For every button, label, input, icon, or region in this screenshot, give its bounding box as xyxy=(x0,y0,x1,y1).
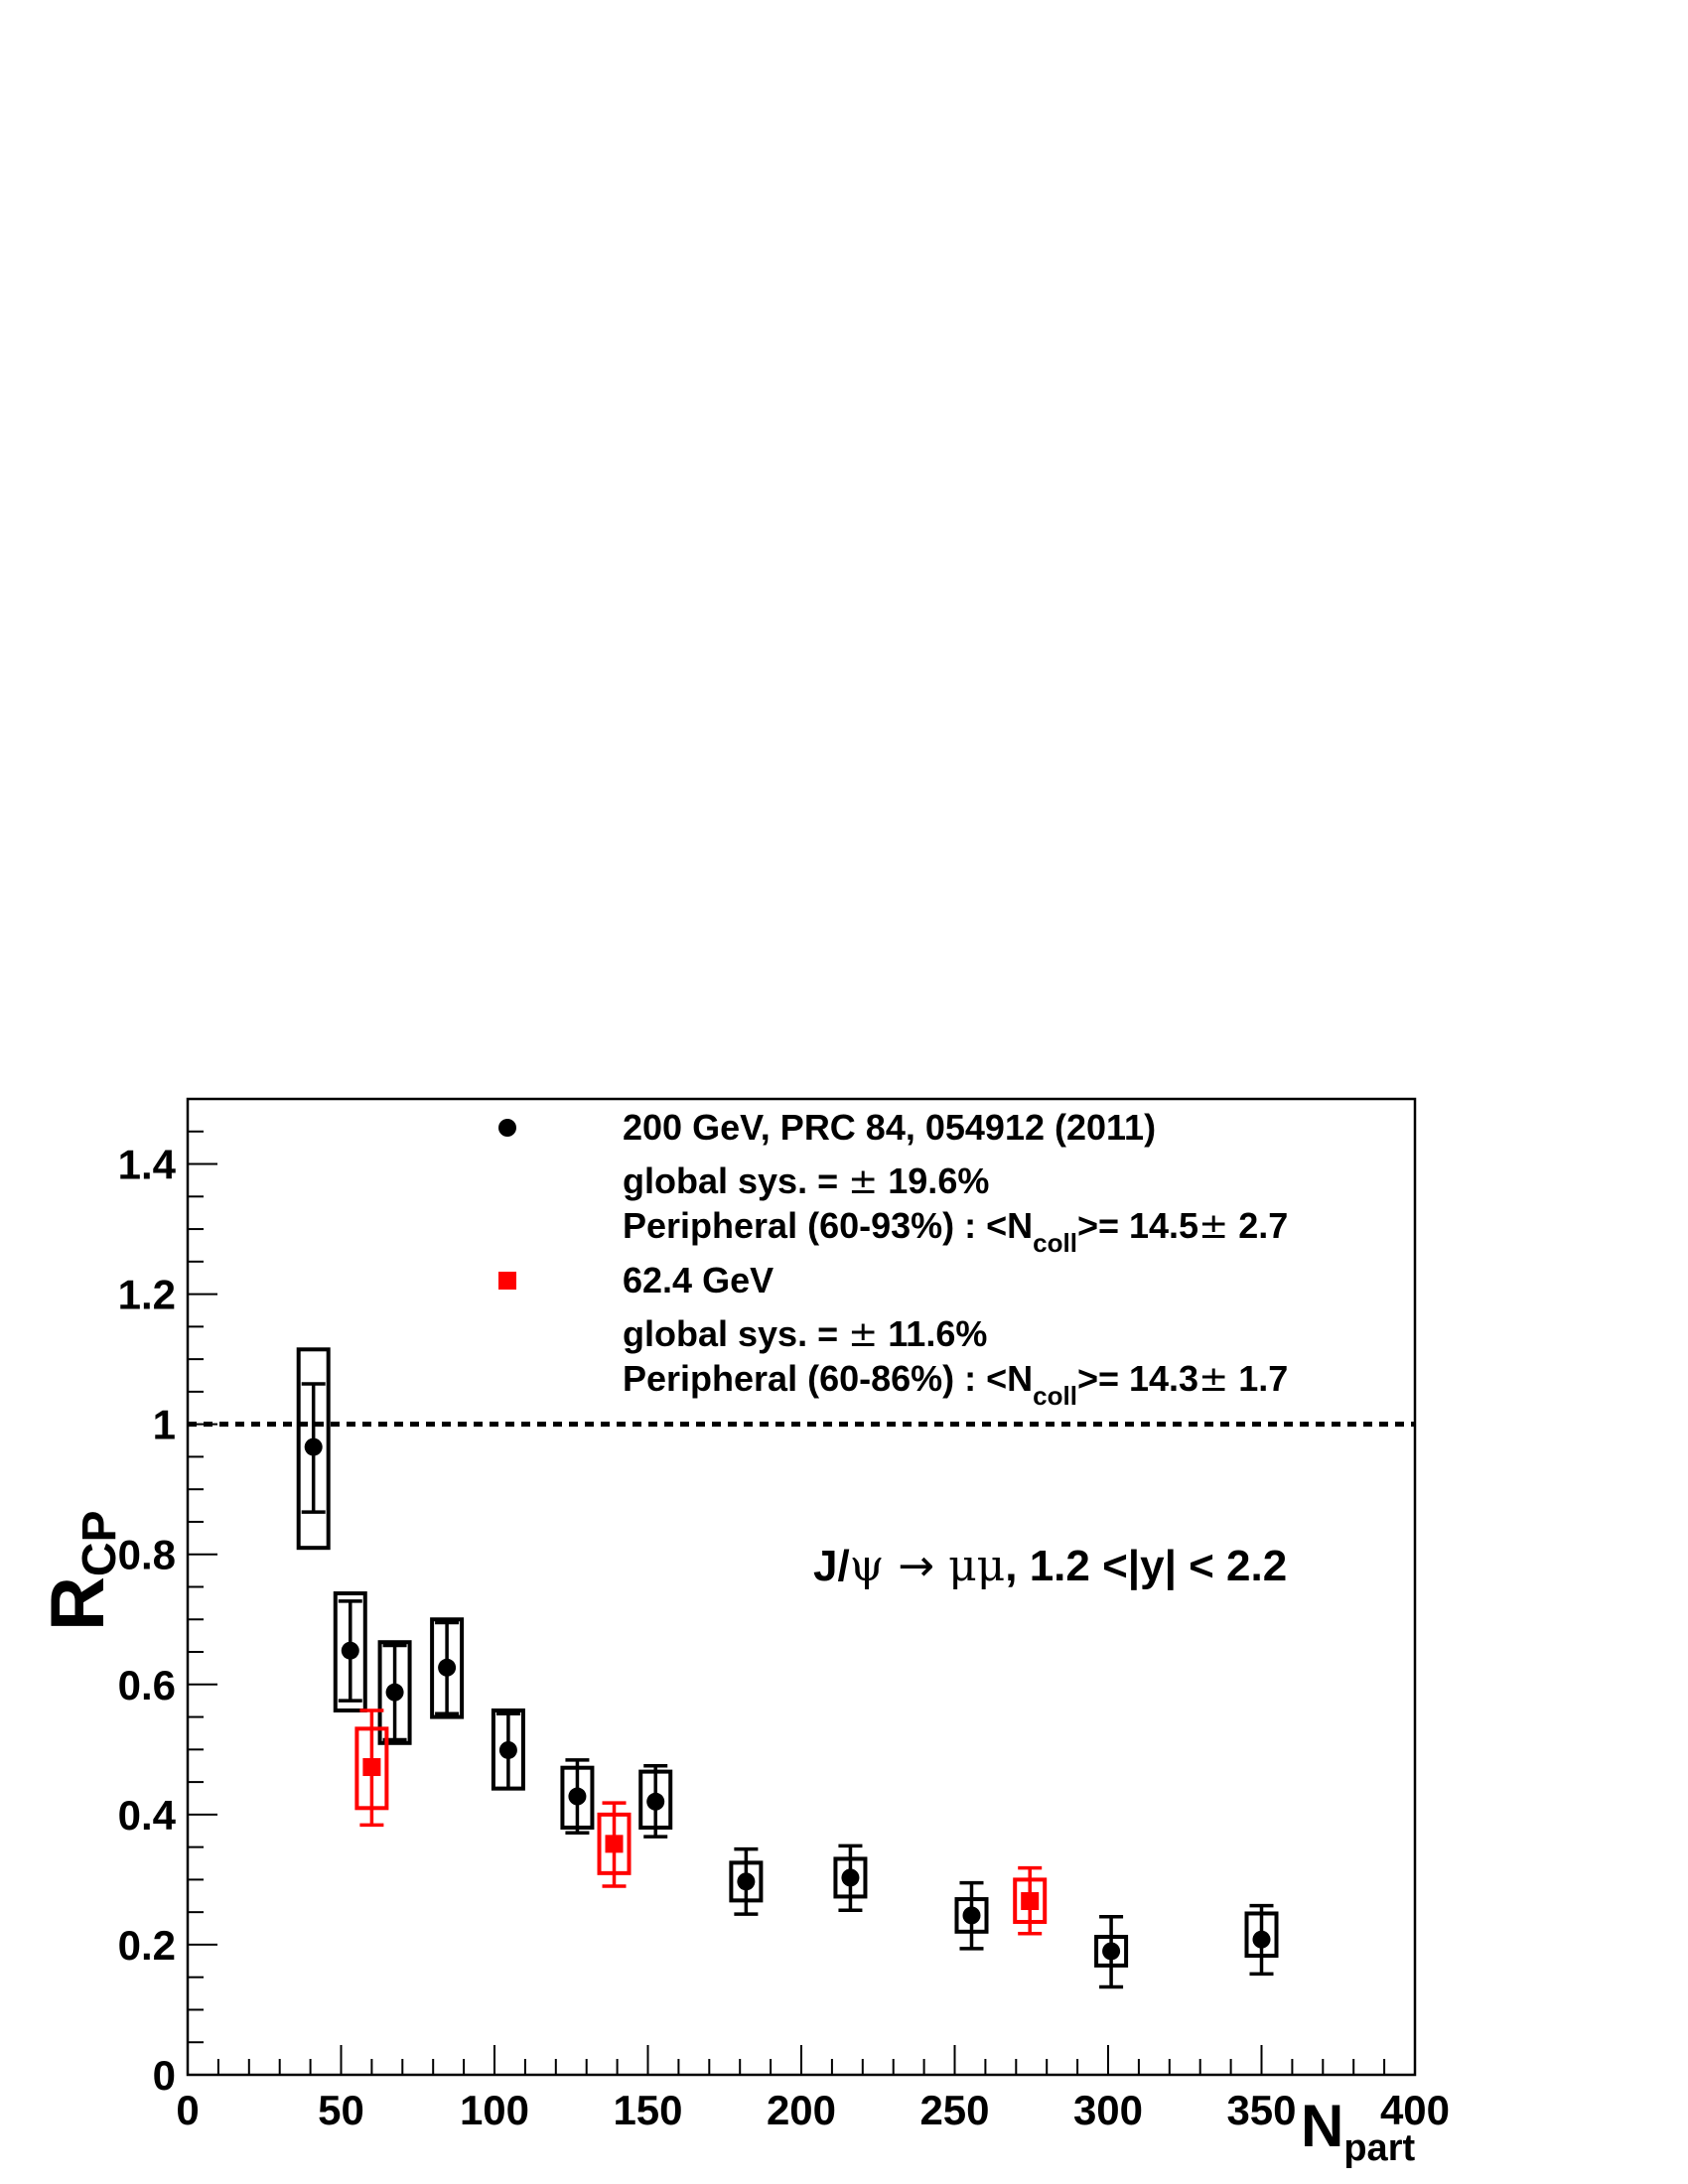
legend-symbol: ± xyxy=(848,1161,878,1202)
legend-peripheral: Peripheral (60-86%) : <Ncoll>= 14.3± 1.7 xyxy=(623,1358,1288,1411)
systematic-box xyxy=(296,1347,331,1551)
data-point xyxy=(385,1683,404,1702)
legend-text-part: >= 14.5 xyxy=(1077,1205,1198,1246)
legend-global-sys: global sys. = ± 19.6% xyxy=(623,1160,989,1202)
legend-text-part: 19.6% xyxy=(878,1160,989,1201)
data-layer xyxy=(296,1347,1279,1989)
x-axis-title-sub: part xyxy=(1343,2127,1415,2169)
annotation-symbol: μμ xyxy=(948,1541,1005,1591)
data-point xyxy=(646,1792,665,1811)
annotation-text: J/ψ → μμ, 1.2 <|y| < 2.2 xyxy=(813,1541,1287,1591)
x-tick-label: 250 xyxy=(919,2087,989,2133)
annotation-part: , 1.2 <|y| < 2.2 xyxy=(1005,1542,1287,1591)
legend-text-part: global sys. = xyxy=(623,1160,848,1201)
y-axis-title-main: R xyxy=(36,1576,120,1631)
x-tick-label: 300 xyxy=(1073,2087,1143,2133)
legend-symbol: ± xyxy=(1198,1359,1228,1400)
annotation-part: J/ xyxy=(813,1542,850,1590)
x-tick-label: 350 xyxy=(1226,2087,1296,2133)
legend: 200 GeV, PRC 84, 054912 (2011) global sys… xyxy=(498,1107,1288,1411)
legend-subscript: coll xyxy=(1033,1381,1077,1411)
systematic-box xyxy=(430,1617,465,1719)
x-tick-label: 100 xyxy=(460,2087,529,2133)
legend-subscript: coll xyxy=(1033,1228,1077,1258)
data-point xyxy=(737,1872,756,1891)
data-point xyxy=(1021,1892,1040,1911)
y-tick-label: 0.4 xyxy=(118,1792,177,1839)
legend-symbol: ± xyxy=(848,1314,878,1355)
x-axis-title: Npart xyxy=(1301,2093,1415,2169)
legend-text-part: Peripheral (60-93%) : <N xyxy=(623,1205,1033,1246)
y-tick-label: 1.2 xyxy=(118,1272,176,1318)
data-point xyxy=(498,1740,517,1759)
annotation-symbol: → xyxy=(884,1541,948,1591)
legend-marker xyxy=(498,1272,516,1290)
data-point xyxy=(1252,1930,1271,1949)
data-point xyxy=(568,1787,587,1806)
y-axis-title: RCP xyxy=(36,1510,126,1631)
legend-text-part: Peripheral (60-86%) : <N xyxy=(623,1358,1033,1399)
series-62gev xyxy=(354,1708,1048,1936)
y-tick-label: 1.4 xyxy=(118,1142,177,1188)
legend-entry-name: 200 GeV, PRC 84, 054912 (2011) xyxy=(623,1107,1156,1148)
legend-text-part: 1.7 xyxy=(1228,1358,1288,1399)
data-point xyxy=(362,1758,381,1777)
legend-entry-name: 62.4 GeV xyxy=(623,1260,774,1300)
systematic-box xyxy=(333,1591,367,1713)
y-tick-label: 0.2 xyxy=(118,1922,176,1969)
series-200gev xyxy=(296,1347,1279,1989)
legend-text-part: 2.7 xyxy=(1228,1205,1288,1246)
axis-titles: Npart RCP xyxy=(36,1510,1415,2169)
x-tick-label: 200 xyxy=(767,2087,836,2133)
x-axis-title-main: N xyxy=(1301,2093,1343,2159)
y-axis-title-sub: CP xyxy=(73,1510,126,1576)
data-point xyxy=(962,1906,981,1925)
annotation-symbol: ψ xyxy=(850,1541,885,1591)
systematic-box xyxy=(377,1640,412,1745)
legend-text-part: global sys. = xyxy=(623,1313,848,1354)
axis-layer: 0 50 100 150 200 250 300 350 40000.20.40.60.811.… xyxy=(118,1098,1450,2133)
data-point xyxy=(841,1868,860,1887)
data-point xyxy=(438,1658,457,1677)
x-tick-label: 50 xyxy=(318,2087,364,2133)
y-tick-label: 0.8 xyxy=(118,1532,176,1578)
data-point xyxy=(341,1641,359,1660)
legend-marker xyxy=(498,1119,516,1137)
annotation-layer: J/ψ → μμ, 1.2 <|y| < 2.2 xyxy=(813,1541,1287,1591)
legend-text-part: 11.6% xyxy=(878,1313,987,1354)
legend-peripheral: Peripheral (60-93%) : <Ncoll>= 14.5± 2.7 xyxy=(623,1205,1288,1258)
x-tick-label: 150 xyxy=(613,2087,682,2133)
legend-text-part: >= 14.3 xyxy=(1077,1358,1198,1399)
y-tick-label: 1 xyxy=(153,1402,176,1448)
legend-symbol: ± xyxy=(1198,1206,1228,1247)
y-tick-label: 0 xyxy=(153,2052,176,2099)
data-point xyxy=(1102,1942,1121,1961)
data-point xyxy=(605,1835,624,1853)
legend-global-sys: global sys. = ± 11.6% xyxy=(623,1313,987,1355)
x-tick-label: 400 xyxy=(1380,2087,1450,2133)
x-tick-label: 0 xyxy=(176,2087,199,2133)
y-tick-label: 0.6 xyxy=(118,1662,176,1708)
data-point xyxy=(304,1437,323,1456)
